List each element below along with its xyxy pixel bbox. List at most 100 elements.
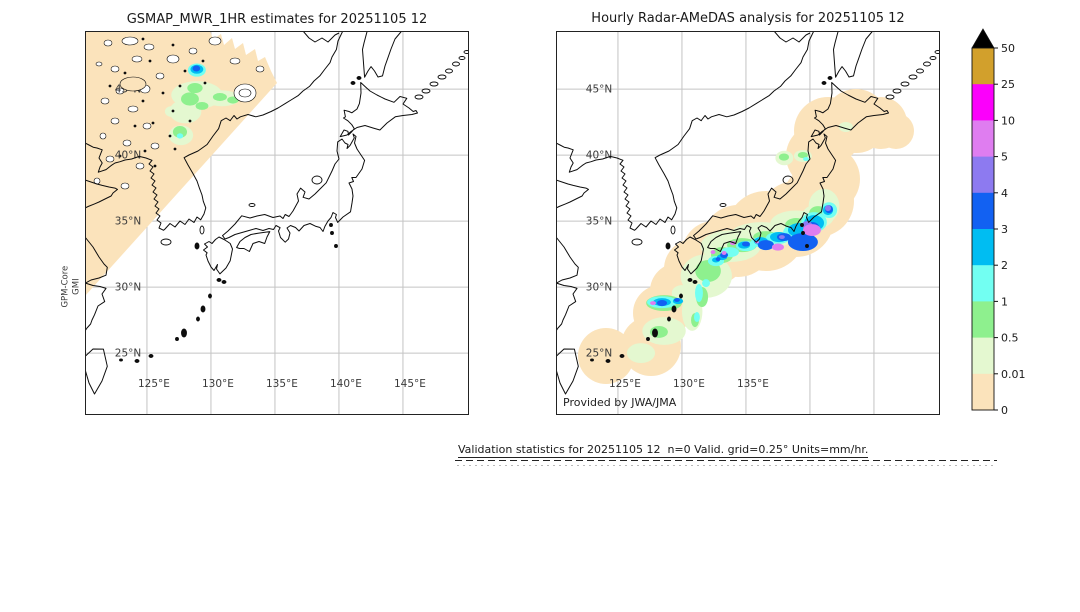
precip-blob — [803, 224, 821, 236]
data-speck — [171, 109, 175, 113]
data-speck — [151, 121, 155, 125]
precip-blob — [656, 300, 668, 307]
island — [667, 316, 671, 322]
precip-blob — [169, 99, 202, 124]
island — [148, 354, 154, 358]
colorbar-segment — [972, 84, 994, 121]
colorbar-tick-label: 25 — [1001, 78, 1015, 91]
data-speck — [153, 164, 157, 168]
right-panel-title: Hourly Radar-AMeDAS analysis for 2025110… — [591, 11, 905, 26]
no-data-hole — [100, 97, 110, 105]
colorbar-tick-label: 0.01 — [1001, 368, 1026, 381]
coastline — [773, 31, 811, 43]
left-axis-label: GPM-Core GMI — [60, 252, 81, 322]
colorbar-segment — [972, 373, 994, 411]
contour-ring — [238, 88, 252, 98]
island — [646, 337, 650, 341]
island — [692, 280, 698, 284]
precip-blob — [757, 240, 774, 251]
coastline — [236, 231, 271, 252]
precip-blob — [195, 102, 209, 110]
island — [208, 293, 212, 299]
no-data-hole — [110, 117, 120, 125]
no-data-hole — [208, 36, 222, 46]
data-speck — [118, 154, 122, 158]
colorbar-tick-label: 0.5 — [1001, 332, 1019, 345]
no-data-hole — [142, 122, 152, 130]
colorbar-segment — [972, 120, 994, 158]
data-speck — [148, 59, 152, 63]
data-speck — [108, 84, 112, 88]
coastline — [203, 236, 233, 275]
coastline — [339, 82, 418, 138]
precip-blob — [671, 285, 693, 301]
colorbar-tick-label: 4 — [1001, 187, 1008, 200]
data-speck — [173, 147, 177, 151]
lat-tick-label: 40°N — [115, 150, 141, 162]
colorbar-tick-label: 1 — [1001, 295, 1008, 308]
precip-blob — [771, 243, 784, 251]
island — [719, 203, 727, 207]
island — [782, 175, 794, 185]
lat-tick-label: 30°N — [586, 282, 612, 294]
no-data-hole — [131, 55, 143, 63]
island — [119, 358, 123, 362]
island — [679, 293, 683, 299]
data-speck — [183, 69, 187, 73]
precip-blob — [164, 106, 178, 117]
island — [934, 50, 940, 54]
island — [334, 244, 338, 248]
precip-blob — [825, 205, 831, 212]
no-data-hole — [110, 65, 120, 73]
island — [329, 223, 333, 227]
island — [671, 305, 677, 313]
colorbar-segment — [972, 48, 994, 85]
island — [200, 305, 206, 313]
coastline — [556, 31, 815, 231]
lat-tick-label: 40°N — [586, 150, 612, 162]
precip-blob — [778, 153, 790, 161]
no-data-hole — [155, 72, 165, 80]
data-speck — [141, 37, 145, 41]
island — [908, 74, 918, 80]
colorbar-tick-label: 3 — [1001, 223, 1008, 236]
no-data-hole — [122, 139, 132, 147]
no-data-hole — [103, 39, 113, 47]
lon-tick-label: 135°E — [737, 378, 769, 390]
precipitation-blobs — [626, 121, 853, 363]
island — [923, 61, 931, 67]
island — [194, 242, 200, 250]
precip-blob — [787, 233, 818, 252]
lat-tick-label: 45°N — [586, 84, 612, 96]
no-data-hole — [121, 36, 139, 46]
island — [885, 94, 895, 100]
panel-border — [556, 31, 940, 415]
inline-grid-labels: 45°N 40°N 35°N 30°N 25°N 125°E 130°E 135°E — [586, 84, 769, 390]
no-data-hole — [166, 54, 180, 64]
island — [463, 50, 469, 54]
precip-blob — [212, 93, 227, 101]
radar-map-panel: 45°N 40°N 35°N 30°N 25°N 125°E 130°E 135°E Provi… — [556, 31, 940, 415]
island — [605, 359, 611, 363]
island — [900, 81, 910, 87]
data-speck — [178, 84, 182, 88]
lon-tick-label: 125°E — [138, 378, 170, 390]
island — [330, 231, 334, 235]
island — [670, 225, 676, 235]
island — [929, 56, 937, 60]
no-data-hole — [127, 105, 139, 113]
precip-blob — [778, 235, 785, 240]
data-speck — [141, 99, 145, 103]
precipitation-colorbar: 50 25 10 5 4 3 2 1 0.5 0.01 0 — [971, 28, 1026, 417]
island — [437, 74, 447, 80]
island — [665, 242, 671, 250]
dashed-rule-faint — [457, 465, 997, 466]
colorbar-segment — [972, 301, 994, 339]
data-speck — [161, 91, 165, 95]
coastline — [222, 133, 366, 243]
no-data-hole — [99, 132, 107, 140]
precip-blob — [803, 157, 809, 162]
island — [652, 328, 658, 338]
data-specks — [108, 37, 207, 168]
